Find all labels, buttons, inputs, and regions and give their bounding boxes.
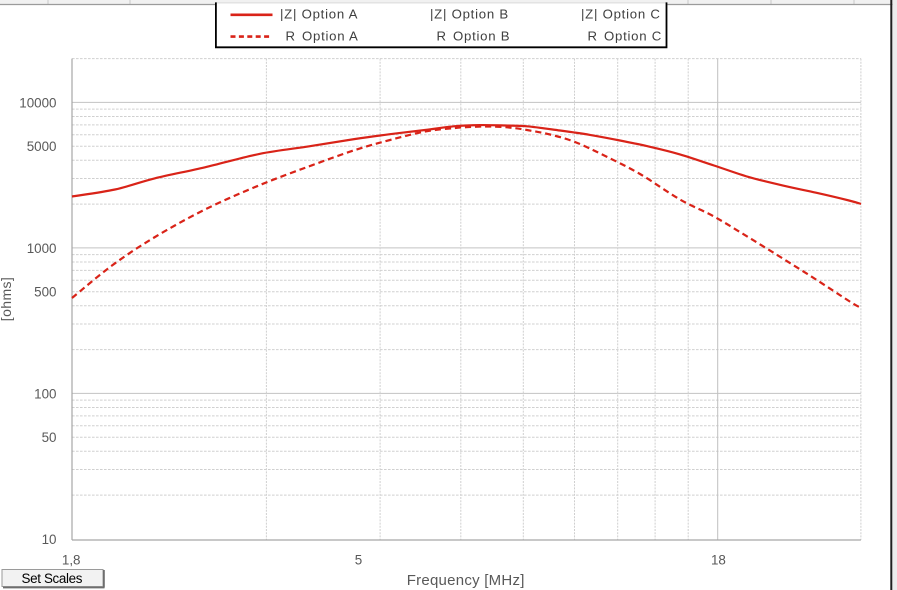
svg-text:R: R — [286, 29, 296, 44]
svg-text:10000: 10000 — [19, 95, 56, 110]
svg-text:5: 5 — [355, 553, 362, 568]
svg-text:Option B: Option B — [453, 29, 510, 44]
svg-text:500: 500 — [34, 285, 56, 300]
svg-text:5000: 5000 — [27, 139, 57, 154]
svg-text:100: 100 — [34, 386, 56, 401]
svg-text:R: R — [437, 29, 447, 44]
svg-text:1000: 1000 — [27, 241, 57, 256]
svg-text:1,8: 1,8 — [62, 553, 81, 568]
svg-text:10: 10 — [42, 532, 57, 547]
svg-text:|Z| Option A: |Z| Option A — [280, 7, 358, 22]
svg-text:|Z| Option B: |Z| Option B — [430, 7, 509, 22]
svg-text:Set Scales: Set Scales — [22, 571, 83, 586]
svg-text:Frequency [MHz]: Frequency [MHz] — [407, 572, 525, 589]
svg-text:Option A: Option A — [302, 29, 359, 44]
svg-text:50: 50 — [42, 430, 57, 445]
svg-text:Option C: Option C — [604, 29, 662, 44]
svg-text:18: 18 — [711, 553, 726, 568]
svg-text:R: R — [588, 29, 598, 44]
svg-text:|Z| Option C: |Z| Option C — [581, 7, 661, 22]
svg-text:[ohms]: [ohms] — [0, 277, 14, 321]
